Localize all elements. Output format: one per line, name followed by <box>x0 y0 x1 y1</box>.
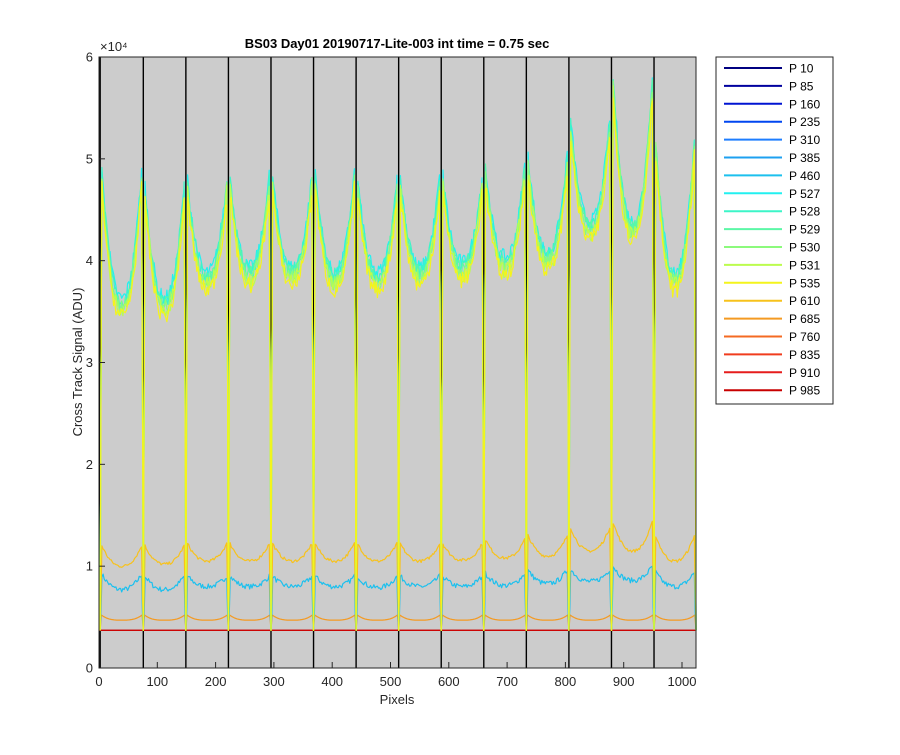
x-tick-label-800: 800 <box>555 674 577 689</box>
legend-label: P 610 <box>789 294 820 308</box>
y-tick-label-2: 2 <box>86 457 93 472</box>
legend-label: P 529 <box>789 223 820 237</box>
y-tick-label-4: 4 <box>86 253 93 268</box>
legend-label: P 530 <box>789 241 820 255</box>
legend-item: P 685 <box>724 312 820 326</box>
x-tick-label-500: 500 <box>380 674 402 689</box>
legend-item: P 528 <box>724 205 820 219</box>
y-axis-ticks: 0 1 2 3 4 5 6 <box>86 50 105 676</box>
y-exponent-label: ×10⁴ <box>100 39 128 54</box>
x-tick-label-200: 200 <box>205 674 227 689</box>
legend-item: P 531 <box>724 258 820 272</box>
x-tick-label-1000: 1000 <box>668 674 697 689</box>
legend-item: P 610 <box>724 294 820 308</box>
legend-label: P 310 <box>789 133 820 147</box>
legend-item: P 160 <box>724 97 820 111</box>
legend-box <box>715 56 834 405</box>
legend-label: P 985 <box>789 384 820 398</box>
legend-label: P 85 <box>789 79 814 93</box>
legend-item: P 385 <box>724 151 820 165</box>
x-tick-label-300: 300 <box>263 674 285 689</box>
legend-item: P 760 <box>724 330 820 344</box>
legend-item: P 85 <box>724 79 814 93</box>
legend-item: P 527 <box>724 187 820 201</box>
y-tick-label-5: 5 <box>86 151 93 166</box>
x-tick-label-900: 900 <box>613 674 635 689</box>
legend-label: P 760 <box>789 330 820 344</box>
y-axis-label: Cross Track Signal (ADU) <box>70 288 85 437</box>
y-tick-label-3: 3 <box>86 355 93 370</box>
x-tick-label-0: 0 <box>95 674 102 689</box>
legend-label: P 10 <box>789 62 814 76</box>
legend: P 10 P 85 P 160 P 235 P 310 P 385 P 460 P 527 P … <box>715 56 834 405</box>
x-axis-ticks: 0 100 200 300 400 500 600 700 800 900 1000 <box>95 662 696 689</box>
legend-label: P 235 <box>789 115 820 129</box>
series-line-p-535 <box>99 97 697 631</box>
legend-label: P 910 <box>789 366 820 380</box>
x-tick-label-600: 600 <box>438 674 460 689</box>
chart-title: BS03 Day01 20190717-Lite-003 int time = … <box>245 36 550 51</box>
legend-item: P 310 <box>724 133 820 147</box>
legend-label: P 531 <box>789 258 820 272</box>
legend-item: P 10 <box>724 62 814 76</box>
legend-label: P 385 <box>789 151 820 165</box>
legend-item: P 235 <box>724 115 820 129</box>
legend-item: P 910 <box>724 366 820 380</box>
legend-label: P 685 <box>789 312 820 326</box>
legend-item: P 535 <box>724 276 820 290</box>
legend-item: P 530 <box>724 241 820 255</box>
y-tick-label-1: 1 <box>86 559 93 574</box>
x-tick-label-100: 100 <box>146 674 168 689</box>
legend-item: P 835 <box>724 348 820 362</box>
legend-item: P 460 <box>724 169 820 183</box>
legend-label: P 527 <box>789 187 820 201</box>
x-tick-label-400: 400 <box>321 674 343 689</box>
y-tick-label-6: 6 <box>86 50 93 65</box>
legend-label: P 835 <box>789 348 820 362</box>
y-tick-label-0: 0 <box>86 661 93 676</box>
legend-label: P 528 <box>789 205 820 219</box>
legend-item: P 529 <box>724 223 820 237</box>
series-lines <box>99 77 697 631</box>
legend-label: P 160 <box>789 97 820 111</box>
x-tick-label-700: 700 <box>496 674 518 689</box>
legend-items: P 10 P 85 P 160 P 235 P 310 P 385 P 460 P 527 P … <box>724 62 820 398</box>
legend-item: P 985 <box>724 384 820 398</box>
x-axis-label: Pixels <box>380 692 415 707</box>
legend-label: P 535 <box>789 276 820 290</box>
legend-label: P 460 <box>789 169 820 183</box>
